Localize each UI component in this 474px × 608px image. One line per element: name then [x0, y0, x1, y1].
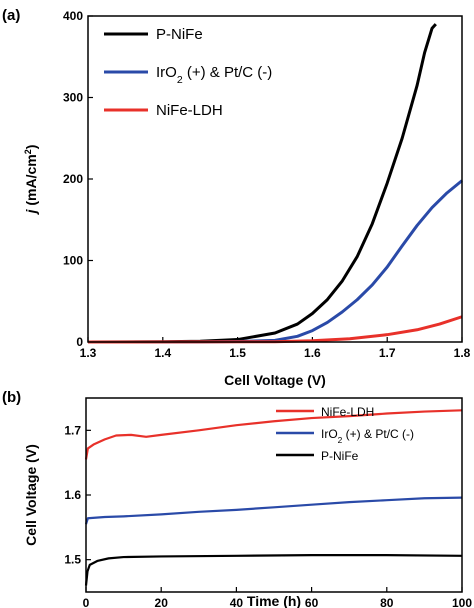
series-line — [84, 554, 463, 586]
chart-panel-a: (a) 1.3 1.4 1.5 1.6 1.7 1.8 0 100 200 300 400 P-NiF… — [2, 7, 471, 388]
legend-label: IrO2 (+) & Pt/C (-) — [321, 427, 414, 445]
series-line — [84, 496, 463, 525]
y-tick-label: 1.5 — [64, 553, 81, 567]
x-tick-label: 40 — [230, 596, 244, 608]
x-tick-label: 80 — [380, 596, 394, 608]
plot-frame-a — [87, 15, 463, 343]
x-axis-label-a: Cell Voltage (V) — [224, 372, 326, 388]
y-axis-label-a: j (mA/cm2) — [23, 145, 39, 216]
y-axis-label-b: Cell Voltage (V) — [23, 444, 39, 546]
series-line — [87, 315, 463, 344]
y-tick-label: 100 — [63, 254, 83, 268]
x-tick-label: 0 — [83, 596, 90, 608]
x-axis-label-b: Time (h) — [247, 593, 301, 608]
x-tick-label: 60 — [305, 596, 319, 608]
y-tick-label: 200 — [63, 172, 83, 186]
series-line — [87, 179, 463, 344]
legend-label: NiFe-LDH — [156, 102, 223, 119]
series-line — [84, 409, 463, 460]
chart-panel-b: (b) 0 20 40 60 80 100 1.5 1.6 1.7 NiFe-LDH IrO2 (+… — [2, 389, 472, 608]
y-tick-label: 1.7 — [64, 423, 81, 437]
x-tick-label: 1.5 — [229, 346, 246, 360]
x-tick-label: 100 — [452, 596, 472, 608]
x-tick-label: 1.7 — [379, 346, 396, 360]
legend-label: P-NiFe — [321, 449, 359, 463]
plot-frame-b — [85, 397, 463, 593]
x-tick-label: 1.4 — [154, 346, 171, 360]
y-tick-label: 1.6 — [64, 488, 81, 502]
legend-label: P-NiFe — [156, 26, 203, 43]
x-tick-label: 20 — [155, 596, 169, 608]
legend-label: IrO2 (+) & Pt/C (-) — [156, 64, 272, 86]
x-tick-label: 1.3 — [80, 346, 97, 360]
panel-b-label: (b) — [2, 389, 21, 406]
panel-a-label: (a) — [2, 7, 20, 24]
x-tick-label: 1.6 — [304, 346, 321, 360]
legend-label: NiFe-LDH — [321, 405, 374, 419]
x-tick-label: 1.8 — [454, 346, 471, 360]
series-line — [87, 23, 437, 344]
y-tick-label: 400 — [63, 9, 83, 23]
y-tick-label: 300 — [63, 91, 83, 105]
y-tick-label: 0 — [76, 335, 83, 349]
